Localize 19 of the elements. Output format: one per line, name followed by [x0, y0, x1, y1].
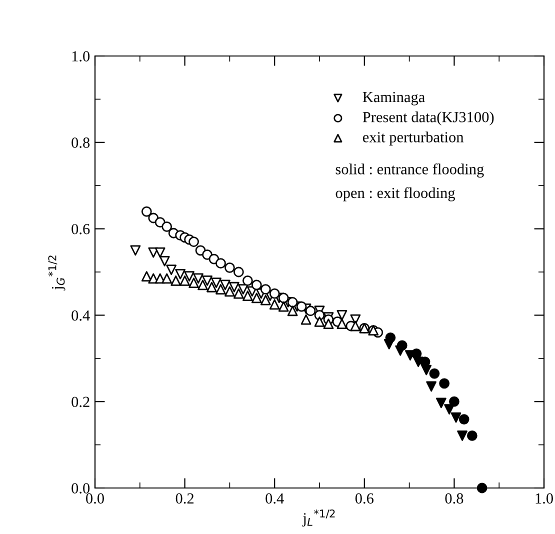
x-tick-label: 0.4 [266, 493, 284, 504]
annotation: solid : entrance flooding [336, 163, 484, 178]
y-tick-label: 0.6 [72, 224, 90, 234]
x-tick-label: 0.6 [355, 493, 374, 504]
y-tick-label: 0.2 [72, 396, 90, 408]
y-tick-label: 0.0 [72, 483, 90, 494]
x-tick-label: 1.0 [536, 493, 553, 504]
x-axis-title: j$_{L}$$^{*1/2}$ [302, 509, 335, 527]
y-axis-title: j$_{G}$$^{*1/2}$ [48, 256, 66, 290]
annotation: open : exit flooding [336, 187, 456, 202]
y-tick-label: 1.0 [72, 51, 90, 62]
x-tick-label: 0.2 [176, 493, 194, 504]
x-tick-label: 0.0 [86, 493, 104, 504]
legend-label: Kaminaga [362, 92, 425, 106]
y-tick-label: 0.4 [72, 310, 90, 321]
y-tick-label: 0.8 [72, 138, 90, 148]
legend-label: Present data(KJ3100) [362, 112, 494, 126]
legend-label: exit perturbation [362, 132, 464, 146]
x-tick-label: 0.8 [445, 493, 464, 504]
